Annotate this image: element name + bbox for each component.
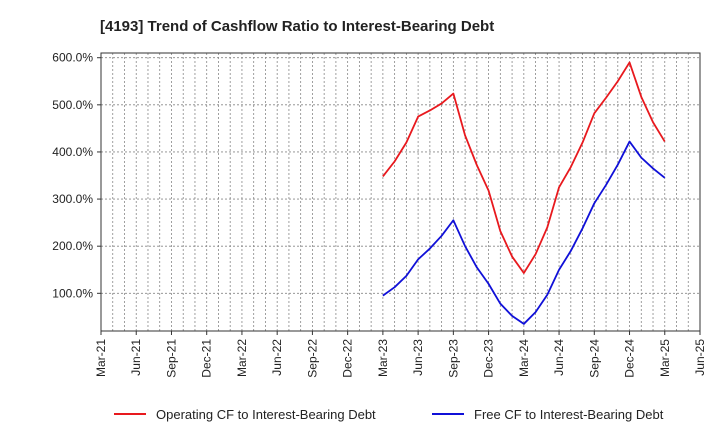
y-tick-label: 400.0% [52, 145, 93, 159]
x-tick-label: Jun-22 [270, 339, 284, 376]
x-axis-ticks: Mar-21 Jun-21 Sep-21 Dec-21 Mar-22 Jun-22 Sep-… [94, 331, 707, 378]
y-axis-ticks: 100.0% 200.0% 300.0% 400.0% 500.0% 600.0% [52, 51, 101, 300]
x-tick-label: Sep-24 [587, 339, 601, 378]
x-tick-label: Jun-25 [693, 339, 707, 376]
x-tick-label: Dec-22 [341, 339, 355, 378]
y-tick-label: 600.0% [52, 51, 93, 65]
y-tick-label: 500.0% [52, 98, 93, 112]
series-line-operating-cf [382, 61, 666, 274]
x-tick-label: Jun-21 [129, 339, 143, 376]
x-tick-label: Dec-21 [200, 339, 214, 378]
x-tick-label: Jun-23 [411, 339, 425, 376]
x-tick-label: Sep-23 [446, 339, 460, 378]
y-tick-label: 100.0% [52, 286, 93, 300]
x-tick-label: Dec-24 [623, 339, 637, 378]
x-tick-label: Mar-25 [658, 339, 672, 377]
x-tick-label: Mar-23 [376, 339, 390, 377]
y-tick-label: 300.0% [52, 192, 93, 206]
x-tick-label: Sep-22 [305, 339, 319, 378]
x-tick-label: Dec-23 [482, 339, 496, 378]
x-tick-label: Sep-21 [164, 339, 178, 378]
x-tick-label: Mar-24 [517, 339, 531, 377]
plot-area [101, 53, 700, 331]
series-line-free-cf [382, 140, 666, 325]
x-tick-label: Mar-22 [235, 339, 249, 377]
legend-label: Operating CF to Interest-Bearing Debt [156, 407, 376, 422]
x-tick-label: Jun-24 [552, 339, 566, 376]
plot-frame [100, 52, 701, 332]
x-tick-label: Mar-21 [94, 339, 108, 377]
chart-title: [4193] Trend of Cashflow Ratio to Intere… [100, 18, 494, 35]
legend-label: Free CF to Interest-Bearing Debt [474, 407, 664, 422]
legend: Operating CF to Interest-Bearing Debt Fre… [114, 407, 664, 422]
series-lines [382, 61, 666, 325]
y-tick-label: 200.0% [52, 239, 93, 253]
